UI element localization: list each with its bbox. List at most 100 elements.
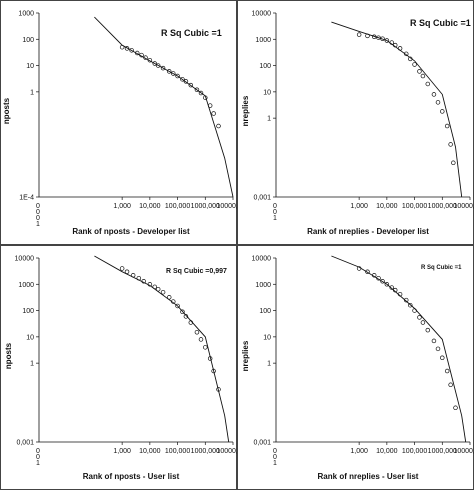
data-point xyxy=(160,65,166,71)
y-axis-label: nposts xyxy=(2,97,11,124)
data-point xyxy=(384,282,390,287)
data-point xyxy=(211,111,216,116)
data-point xyxy=(356,266,362,271)
y-tick-label: 0,001 xyxy=(16,440,34,447)
x-tick-label: 100,000 xyxy=(402,448,427,455)
data-point xyxy=(444,368,450,374)
y-tick-label: 0,001 xyxy=(253,440,271,447)
cubic-fit-line xyxy=(94,255,230,443)
data-point xyxy=(420,320,426,325)
axis-lines xyxy=(38,258,233,443)
y-tick-label: 1 xyxy=(267,116,271,123)
chart-panel-nposts-developer: 1000 100 10 1 1E-4 1,000 10,000 100,000 1000,00… xyxy=(0,0,238,245)
x-small-tick-label: 0 xyxy=(273,209,277,216)
data-points xyxy=(119,266,221,392)
fit-curve xyxy=(331,255,467,443)
chart-panel-nreplies-developer: 10000 1000 100 10 1 0,001 1,000 10,000 100,000 1… xyxy=(237,0,474,245)
data-point xyxy=(440,109,445,114)
x-tick-label: 1,000 xyxy=(113,203,131,210)
data-point xyxy=(453,405,458,411)
rsq-annotation: R Sq Cubic =1 xyxy=(410,18,471,28)
data-point xyxy=(152,284,157,290)
data-point xyxy=(130,273,136,278)
data-point xyxy=(440,355,445,361)
data-point xyxy=(143,55,148,60)
data-point xyxy=(216,123,221,129)
x-tick-label: 1000,000 xyxy=(191,203,220,210)
data-point xyxy=(389,285,394,290)
data-point xyxy=(435,346,441,352)
y-axis-label: nposts xyxy=(4,342,13,369)
y-tick-label: 1000 xyxy=(255,37,271,44)
y-ticks: 10000 1000 100 10 1 0,001 xyxy=(252,11,276,202)
data-point xyxy=(425,81,431,87)
y-tick-label: 100 xyxy=(22,308,34,315)
data-point xyxy=(403,297,409,303)
y-tick-label: 1000 xyxy=(18,282,34,289)
data-point xyxy=(417,69,422,74)
data-point xyxy=(171,299,176,304)
data-point xyxy=(412,62,417,67)
x-tick-label: 100,000 xyxy=(165,203,190,210)
y-ticks: 1000 100 10 1 1E-4 xyxy=(18,11,39,202)
y-ticks: 10000 1000 100 10 1 0,001 xyxy=(252,256,276,447)
data-point xyxy=(365,33,370,39)
y-tick-label: 1000 xyxy=(255,282,271,289)
x-small-tick-label: 0 xyxy=(36,448,40,455)
data-point xyxy=(188,82,194,88)
y-axis-label: nreplies xyxy=(241,340,250,371)
x-small-tick-label: 0 xyxy=(36,215,40,222)
y-axis-label: nreplies xyxy=(241,95,250,126)
cubic-fit-line xyxy=(331,255,467,443)
rsq-annotation: R Sq Cubic =1 xyxy=(421,265,462,271)
data-point xyxy=(119,44,125,50)
y-tick-label: 100 xyxy=(22,37,34,44)
x-small-tick-label: 1 xyxy=(273,215,277,222)
cubic-fit-line xyxy=(94,16,234,198)
data-point xyxy=(152,61,157,66)
data-point xyxy=(198,90,204,96)
data-point xyxy=(141,279,146,284)
y-tick-label: 1 xyxy=(30,361,34,368)
data-point xyxy=(124,46,130,51)
data-point xyxy=(425,327,431,333)
x-axis-label: Rank of nreplies - Developer list xyxy=(307,227,429,236)
data-point xyxy=(183,79,189,84)
data-point xyxy=(194,87,200,93)
x-small-tick-label: 0 xyxy=(36,454,40,461)
x-tick-label: 10000,000 xyxy=(453,203,474,210)
data-point xyxy=(376,275,381,281)
data-point xyxy=(160,289,166,295)
data-point xyxy=(397,291,403,297)
data-point xyxy=(194,329,200,335)
data-point xyxy=(408,56,413,62)
rsq-annotation: R Sq Cubic =1 xyxy=(161,28,222,38)
data-point xyxy=(207,356,213,361)
y-ticks: 10000 1000 100 10 1 0,001 xyxy=(15,256,39,447)
x-tick-label: 10,000 xyxy=(139,203,161,210)
data-point xyxy=(124,269,130,274)
data-point xyxy=(180,77,185,82)
x-tick-label: 10000,000 xyxy=(216,203,238,210)
cubic-fit-line xyxy=(331,21,463,198)
data-point xyxy=(376,35,381,40)
data-point xyxy=(365,269,370,274)
data-point xyxy=(448,382,453,388)
y-tick-label: 10 xyxy=(26,63,34,70)
data-point xyxy=(216,387,221,392)
data-point xyxy=(403,51,409,57)
x-tick-label: 100,000 xyxy=(165,448,190,455)
data-point xyxy=(166,295,172,300)
y-tick-label: 100 xyxy=(259,63,271,70)
x-small-tick-label: 1 xyxy=(36,460,40,467)
data-point xyxy=(435,100,441,105)
data-point xyxy=(389,40,394,45)
data-point xyxy=(408,302,413,308)
data-point xyxy=(180,309,185,315)
data-point xyxy=(188,320,194,325)
